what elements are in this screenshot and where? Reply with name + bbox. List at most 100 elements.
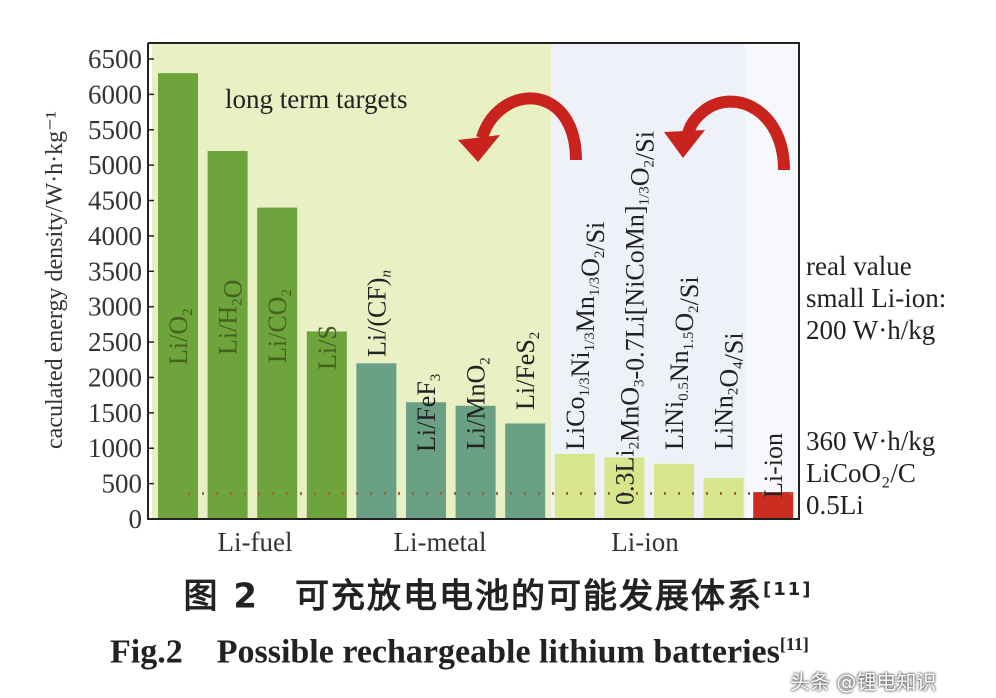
y-tick-label: 6500 <box>88 44 142 74</box>
bar-label: Li/S <box>313 325 342 370</box>
bar-6 <box>455 405 496 519</box>
bar-label: Li/FeF3 <box>412 374 444 452</box>
bar-1 <box>207 151 248 519</box>
bar-label-part: 3 <box>631 379 647 387</box>
y-tick-label: 5500 <box>88 115 142 145</box>
bar-5 <box>406 402 446 519</box>
y-tick-label: 4000 <box>88 221 142 251</box>
bar-label-part: 0.3Li <box>610 449 639 505</box>
bar-label-part: Li/S <box>313 325 342 370</box>
bar-label-part: O <box>715 369 744 388</box>
group-label: Li-metal <box>394 527 487 557</box>
y-tick-label: 6000 <box>88 79 142 109</box>
bar-label-part: LiNi <box>660 401 689 450</box>
caption-fig-label: Fig.2 <box>110 633 183 671</box>
y-tick-label: 1500 <box>88 398 142 428</box>
bar-label-part: Li/(CF) <box>362 278 391 357</box>
bar-12 <box>753 492 794 519</box>
y-tick-label: 3000 <box>88 292 142 322</box>
bar-label-part: Li/MnO <box>462 365 491 450</box>
bar-label-part: 2 <box>626 442 642 450</box>
curved-arrow-right-head <box>664 130 705 158</box>
bar-label-part: 2 <box>478 357 494 365</box>
y-tick-label: 4500 <box>88 186 142 216</box>
bar-label-part: O <box>670 313 699 332</box>
bar-label-part: /Si <box>675 276 704 305</box>
bar-label-part: 2 <box>592 251 608 259</box>
current-value-note: LiCoO₂/C <box>806 458 916 488</box>
group-label: Li-ion <box>611 527 679 557</box>
bar-label-part: Li-ion <box>759 433 788 498</box>
bar-label-part: 2 <box>230 298 246 306</box>
bar-9 <box>604 457 645 519</box>
bar-4 <box>356 363 397 519</box>
bar-label: Li-ion <box>759 433 788 498</box>
caption-chinese: 图 2 可充放电电池的可能发展体系[11] <box>0 570 996 616</box>
y-axis-label: caculated energy density/W·h·kg⁻¹ <box>42 111 68 449</box>
bar-label-part: MnO <box>615 387 644 442</box>
curved-arrow-right <box>682 95 790 171</box>
bar-label: Li/MnO2 <box>462 357 494 450</box>
bar-label-part: 1/3 <box>582 332 598 351</box>
bar-label-part: O <box>625 167 654 186</box>
bar-label-part: 3 <box>428 374 444 382</box>
bar-label-part: Li/CO <box>263 297 292 363</box>
bar-label: LiNn2O4/Si <box>710 332 749 450</box>
bar-label-part: 1/3 <box>587 277 603 296</box>
bar-label-part: 0.5 <box>676 382 692 401</box>
bar-label: LiNi0.5Nn1.5O2/Si <box>660 276 704 450</box>
y-tick-label: 500 <box>102 469 143 499</box>
bar-label-part: 1/3 <box>636 186 652 205</box>
y-tick-label: 1000 <box>88 433 142 463</box>
bar-label-part: Li/FeS <box>511 339 540 410</box>
bar-label-part: O <box>219 280 248 299</box>
bar-label-part: 1/3 <box>577 377 593 396</box>
bar-label-part: 2 <box>180 308 196 316</box>
bar-label-part: LiCo <box>561 397 590 450</box>
bar-0 <box>158 73 198 520</box>
bar-label-part: 1.5 <box>681 332 697 351</box>
caption-english-text: Possible rechargeable lithium batteries <box>216 633 780 671</box>
caption-english-ref: [11] <box>779 634 809 654</box>
bar-label-part: -0.7Li[NiCoMn] <box>620 205 649 379</box>
bar-label: Li/CO2 <box>263 289 295 363</box>
bar-label-part: n <box>378 270 394 278</box>
bar-label-part: Ni <box>566 351 595 377</box>
bar-label-part: /Si <box>581 222 610 251</box>
bar-label-part: Li/O <box>164 316 193 365</box>
real-value-note: real value <box>806 251 912 281</box>
axis-frame <box>147 42 800 520</box>
real-value-note: small Li-ion: <box>806 283 946 313</box>
bar-label-part: O <box>576 258 605 277</box>
bar-label: Li/O2 <box>164 308 196 365</box>
y-tick-label: 2500 <box>88 327 142 357</box>
current-value-note: 360 W·h/kg <box>806 426 935 456</box>
bar-label-part: /Si <box>720 332 749 361</box>
y-tick-label: 0 <box>129 504 143 534</box>
caption-english: Fig.2 Possible rechargeable lithium batt… <box>110 624 809 672</box>
long-term-targets-label: long term targets <box>225 84 407 114</box>
bar-11 <box>703 477 744 519</box>
bar-label-part: Li/H <box>214 306 243 355</box>
caption-chinese-text: 图 2 可充放电电池的可能发展体系 <box>183 576 763 617</box>
bar-chart: 0 500 1000 1500 2000 2500 3000 3500 4000 4500 5000… <box>42 42 946 557</box>
watermark: 头条 @锂电知识 <box>790 670 937 694</box>
bar-label-part: Nn <box>665 350 694 382</box>
caption-chinese-ref: [11] <box>762 579 813 600</box>
bar-2 <box>257 207 298 519</box>
bar-label-part: /Si <box>630 131 659 160</box>
bar-label-part: 2 <box>686 305 702 313</box>
y-tick-label: 2000 <box>88 362 142 392</box>
curved-arrow-left-head <box>458 135 500 162</box>
bar-10 <box>654 463 694 519</box>
y-tick-label: 3500 <box>88 256 142 286</box>
bar-label: LiCo1/3Ni1/3Mn1/3O2/Si <box>561 222 610 450</box>
bar-label-part: Mn <box>571 296 600 332</box>
bar-label-part: 2 <box>641 160 657 168</box>
real-value-note: 200 W·h/kg <box>806 315 935 345</box>
bar-label: Li/FeS2 <box>511 332 543 410</box>
bar-8 <box>554 453 595 519</box>
y-tick-label: 5000 <box>88 150 142 180</box>
curved-arrow-left <box>476 92 582 161</box>
bar-3 <box>306 331 347 519</box>
